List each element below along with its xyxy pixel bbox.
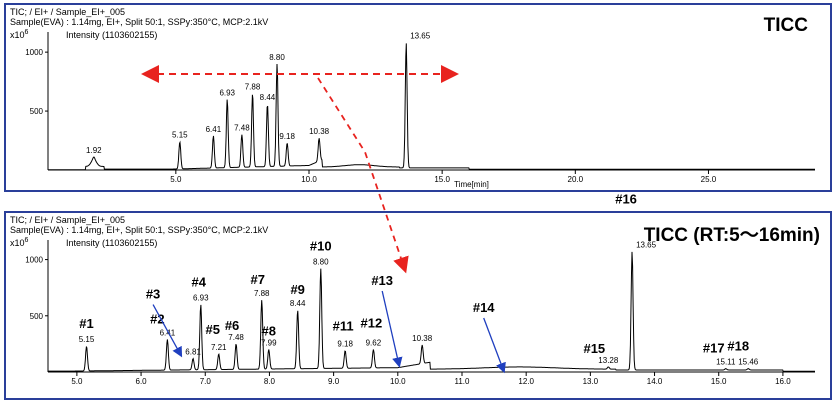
x-tick-label: 7.0 xyxy=(200,377,212,386)
peak-id: #15 xyxy=(583,341,605,356)
header-line-1: TIC; / EI+ / Sample_EI+_005 xyxy=(10,215,126,225)
peak-label: 8.80 xyxy=(269,53,285,62)
ticc-panel: TIC; / EI+ / Sample_EI+_005 Sample(EVA) … xyxy=(4,3,832,192)
peak-id: #12 xyxy=(361,316,383,331)
peak-id: #3 xyxy=(146,287,160,302)
x-tick-label: 15.0 xyxy=(711,377,727,386)
header-line-2: Sample(EVA) : 1.14mg, EI+, Split 50:1, S… xyxy=(10,225,269,235)
pointer-arrow xyxy=(483,317,506,374)
tic-trace xyxy=(48,43,815,171)
y-tick-label: 500 xyxy=(30,312,44,321)
peak-label: 1.92 xyxy=(86,146,102,155)
x-tick-label: 12.0 xyxy=(518,377,534,386)
ticc-zoom-panel: TIC; / EI+ / Sample_EI+_005 Sample(EVA) … xyxy=(4,211,832,400)
tic-trace xyxy=(48,251,815,372)
x-tick-label: 10.0 xyxy=(390,377,406,386)
pointer-arrow xyxy=(381,290,403,368)
peak-id: #14 xyxy=(473,300,495,315)
peak-label: 15.46 xyxy=(738,358,759,367)
peak-id: #13 xyxy=(371,273,393,288)
peak-label: 9.62 xyxy=(366,339,382,348)
panel-title: TICC xyxy=(763,15,808,36)
header-line-1: TIC; / EI+ / Sample_EI+_005 xyxy=(10,7,126,17)
peak-label: 7.99 xyxy=(261,339,277,348)
peak-id: #8 xyxy=(262,324,276,339)
x-tick-label: 11.0 xyxy=(454,377,470,386)
x-axis-label: Time[min] xyxy=(454,180,489,189)
y-tick-label: 500 xyxy=(30,107,44,116)
peak-label: 6.93 xyxy=(219,88,235,97)
x-tick-label: 20.0 xyxy=(568,175,584,184)
peak-id: #11 xyxy=(333,319,354,334)
peak-id: #17 xyxy=(703,341,725,356)
peak-label: 10.38 xyxy=(412,334,433,343)
x-tick-label: 15.0 xyxy=(434,175,450,184)
zoom-link-arrow xyxy=(317,77,409,274)
peak-id: #10 xyxy=(310,239,332,254)
peak-label: 6.81 xyxy=(185,348,201,357)
x-tick-label: 16.0 xyxy=(775,377,791,386)
peak-label: 7.88 xyxy=(245,82,261,91)
x-tick-label: 10.0 xyxy=(301,175,317,184)
pointer-arrow xyxy=(152,304,183,358)
peak-label: 9.18 xyxy=(279,132,295,141)
x-tick-label: 25.0 xyxy=(701,175,717,184)
peak-id: #2 xyxy=(150,311,164,326)
peak-label: 5.15 xyxy=(79,335,95,344)
peak-id: #16 xyxy=(615,192,637,207)
peak-label: 13.65 xyxy=(636,241,657,250)
peak-label: 7.48 xyxy=(234,124,250,133)
peak-label: 13.65 xyxy=(410,32,431,41)
peak-label: 15.11 xyxy=(716,358,736,367)
x-tick-label: 6.0 xyxy=(136,377,148,386)
peak-label: 6.41 xyxy=(206,125,222,134)
peak-id: #1 xyxy=(79,316,93,331)
peak-label: 7.21 xyxy=(211,343,227,352)
peak-label: 5.15 xyxy=(172,131,188,140)
peak-label: 8.44 xyxy=(290,299,306,308)
y-unit-label: x106 xyxy=(10,237,29,248)
x-tick-label: 9.0 xyxy=(328,377,340,386)
x-tick-label: 8.0 xyxy=(264,377,276,386)
peak-id: #6 xyxy=(225,318,239,333)
x-tick-label: 13.0 xyxy=(583,377,599,386)
peak-id: #9 xyxy=(290,282,304,297)
y-axis-label: Intensity (1103602155) xyxy=(66,238,158,248)
x-tick-label: 14.0 xyxy=(647,377,663,386)
peak-label: 7.88 xyxy=(254,289,270,298)
peak-label: 6.41 xyxy=(160,328,176,337)
x-tick-label: 5.0 xyxy=(71,377,83,386)
peak-label: 13.28 xyxy=(598,356,619,365)
header-line-2: Sample(EVA) : 1.14mg, EI+, Split 50:1, S… xyxy=(10,17,269,27)
y-axis-label: Intensity (1103602155) xyxy=(66,30,158,40)
peak-id: #5 xyxy=(205,322,219,337)
y-tick-label: 1000 xyxy=(25,256,43,265)
peak-id: #4 xyxy=(192,275,207,290)
x-tick-label: 5.0 xyxy=(170,175,182,184)
peak-label: 8.44 xyxy=(260,93,276,102)
y-tick-label: 1000 xyxy=(25,48,43,57)
panel-title: TICC (RT:5〜16min) xyxy=(643,225,820,246)
peak-id: #7 xyxy=(250,272,264,287)
peak-label: 6.93 xyxy=(193,294,209,303)
peak-label: 7.48 xyxy=(228,333,244,342)
peak-label: 10.38 xyxy=(309,127,330,136)
y-unit-label: x106 xyxy=(10,29,29,40)
peak-label: 9.18 xyxy=(337,340,353,349)
peak-label: 8.80 xyxy=(313,258,329,267)
peak-id: #18 xyxy=(727,339,749,354)
